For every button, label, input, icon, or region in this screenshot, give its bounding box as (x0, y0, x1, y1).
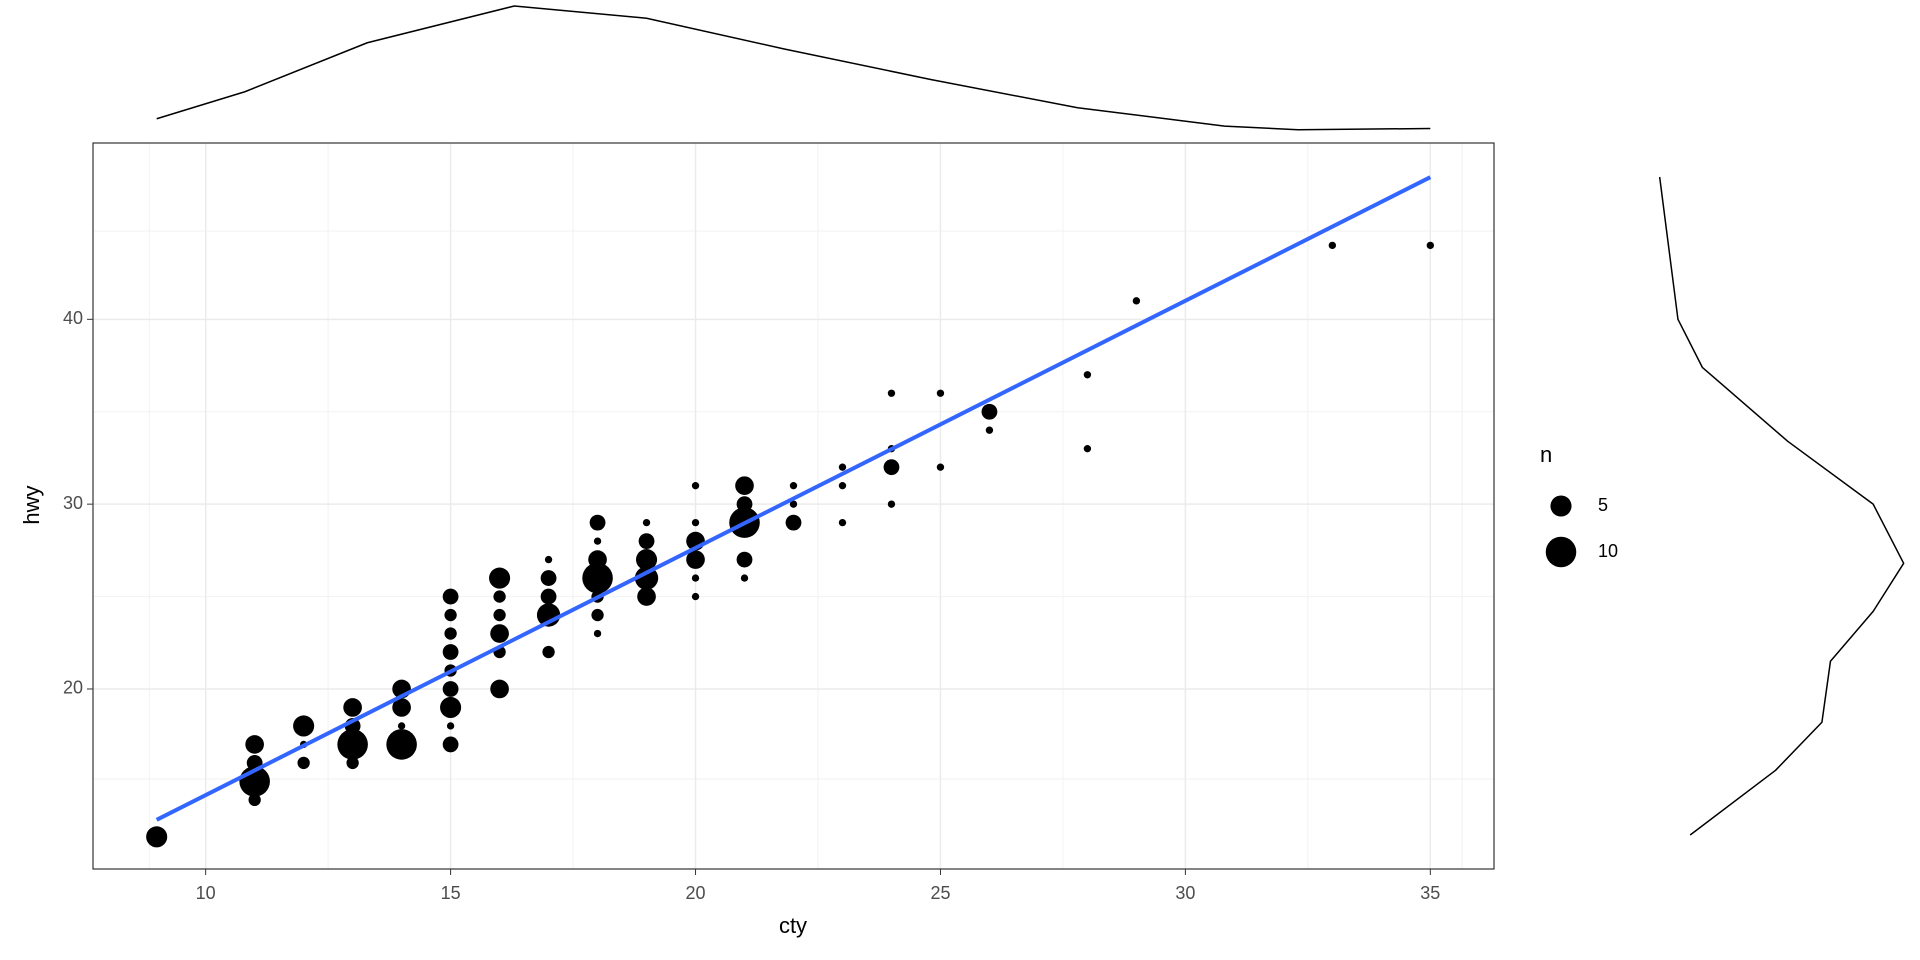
point (442, 681, 459, 697)
point (785, 514, 802, 531)
legend-key (1550, 495, 1572, 517)
point (392, 698, 411, 717)
legend-title: n (1540, 442, 1552, 467)
legend-label: 10 (1598, 541, 1618, 561)
point (297, 756, 310, 770)
point (343, 698, 362, 717)
point (936, 463, 945, 471)
point (638, 533, 655, 550)
point (245, 735, 264, 754)
point (490, 679, 509, 699)
point (635, 549, 658, 571)
y-tick-label: 30 (63, 493, 83, 513)
point (593, 537, 602, 545)
point (686, 550, 705, 569)
point (591, 608, 604, 622)
point (735, 476, 754, 495)
point (838, 481, 847, 490)
point (1083, 371, 1092, 379)
x-tick-label: 20 (686, 883, 706, 903)
point (446, 722, 455, 730)
point (691, 481, 700, 490)
point (789, 500, 798, 508)
point (544, 555, 553, 564)
point (691, 518, 700, 527)
point (1426, 241, 1434, 250)
point (887, 500, 896, 508)
fit-line (155, 175, 1432, 822)
point (691, 574, 700, 582)
x-tick-label: 25 (930, 883, 950, 903)
point (146, 826, 168, 848)
point (691, 592, 700, 601)
point (444, 627, 457, 640)
point (936, 389, 945, 397)
point (634, 566, 659, 590)
legend-key (1545, 536, 1577, 568)
y-axis-title: hwy (19, 485, 44, 524)
point (397, 722, 406, 730)
point (838, 463, 847, 471)
point (588, 550, 607, 569)
point (985, 426, 994, 434)
point (444, 608, 457, 622)
x-tick-label: 35 (1420, 883, 1440, 903)
top-density (156, 5, 1431, 131)
point (542, 645, 555, 659)
point (540, 588, 557, 605)
point (346, 756, 359, 770)
point (337, 729, 368, 760)
point (493, 590, 506, 603)
point (1328, 241, 1337, 250)
point (637, 587, 656, 606)
point (442, 588, 459, 605)
x-tick-label: 15 (441, 883, 461, 903)
panel-border (92, 142, 1495, 870)
point (493, 608, 506, 622)
point (442, 644, 459, 660)
legend-label: 5 (1598, 495, 1608, 515)
point (789, 481, 798, 490)
y-tick-label: 40 (63, 308, 83, 328)
point (293, 715, 315, 737)
x-tick-label: 10 (196, 883, 216, 903)
x-axis-title: cty (779, 913, 807, 938)
point (887, 389, 896, 397)
point (582, 562, 613, 594)
point (736, 496, 753, 513)
right-density (1658, 176, 1905, 836)
point (248, 793, 261, 807)
point (593, 629, 602, 638)
point (1132, 297, 1141, 305)
point (740, 574, 749, 582)
point (440, 696, 462, 719)
point (736, 551, 753, 568)
y-tick-label: 20 (63, 678, 83, 698)
point (642, 518, 651, 527)
point (838, 518, 847, 527)
point (490, 624, 509, 643)
point (981, 403, 998, 420)
point (489, 567, 511, 589)
point (589, 514, 606, 531)
x-tick-label: 30 (1175, 883, 1195, 903)
point (540, 570, 557, 586)
point (883, 459, 900, 476)
point (442, 736, 459, 753)
point (1083, 445, 1092, 453)
point (386, 729, 417, 760)
